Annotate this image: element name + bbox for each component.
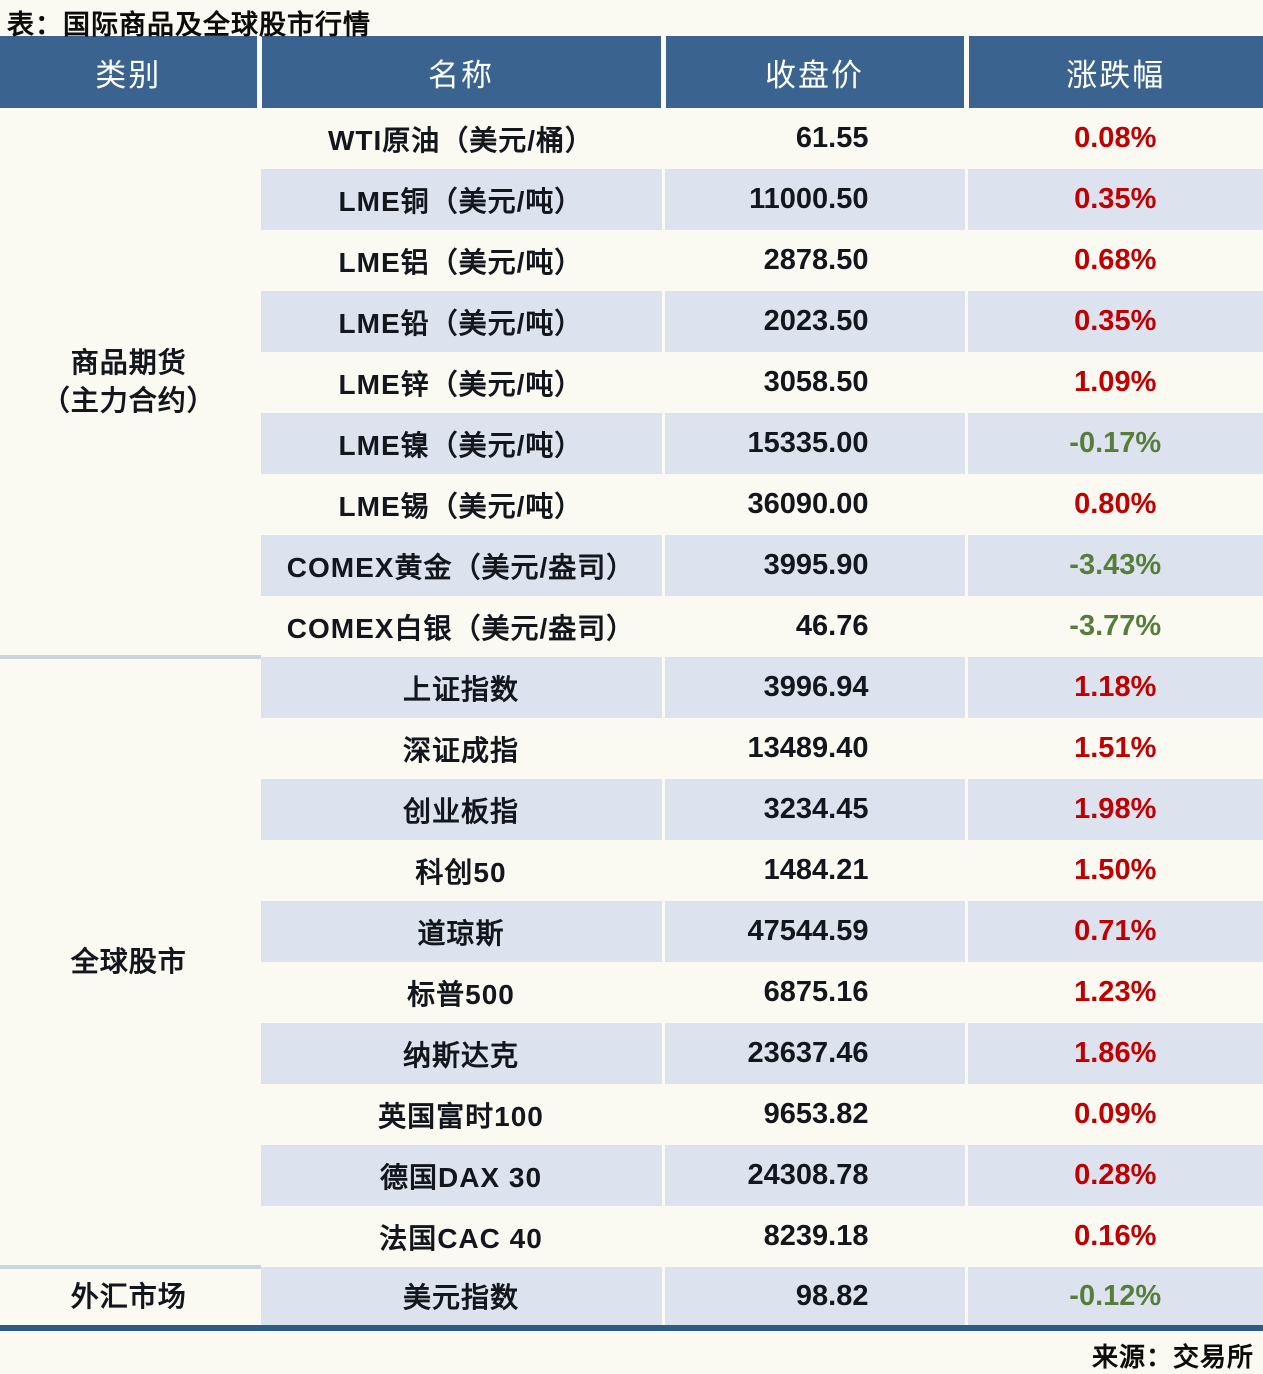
instrument-name: LME镍（美元/吨） [257, 413, 663, 474]
close-price: 24308.78 [661, 1145, 966, 1206]
change-percent: 0.08% [964, 108, 1263, 169]
header-change: 涨跌幅 [963, 36, 1263, 108]
close-price: 8239.18 [661, 1206, 966, 1267]
table-row: 英国富时100 9653.82 0.09% [0, 1084, 1263, 1145]
table-row: 创业板指 3234.45 1.98% [0, 779, 1263, 840]
close-price: 6875.16 [661, 962, 966, 1023]
instrument-name: 深证成指 [257, 718, 663, 779]
instrument-name: 道琼斯 [257, 901, 663, 962]
table-row: 深证成指 13489.40 1.51% [0, 718, 1263, 779]
change-percent: -0.12% [964, 1267, 1263, 1331]
header-name: 名称 [256, 36, 663, 108]
change-percent: 1.98% [964, 779, 1263, 840]
change-percent: 0.71% [964, 901, 1263, 962]
table-row: 德国DAX 30 24308.78 0.28% [0, 1145, 1263, 1206]
table-title: 表：国际商品及全球股市行情 [7, 10, 371, 40]
instrument-name: WTI原油（美元/桶） [257, 108, 663, 169]
close-price: 3234.45 [661, 779, 966, 840]
close-price: 13489.40 [661, 718, 966, 779]
instrument-name: LME锡（美元/吨） [257, 474, 663, 535]
header-close: 收盘价 [660, 36, 966, 108]
table-row: 标普500 6875.16 1.23% [0, 962, 1263, 1023]
close-price: 36090.00 [661, 474, 966, 535]
category-cell: 全球股市 [0, 657, 259, 1269]
change-percent: 1.51% [964, 718, 1263, 779]
close-price: 2878.50 [661, 230, 966, 291]
close-price: 23637.46 [661, 1023, 966, 1084]
header-row: 类别 名称 收盘价 涨跌幅 [0, 36, 1263, 108]
change-percent: 1.50% [964, 840, 1263, 901]
table-row: COMEX黄金（美元/盎司） 3995.90 -3.43% [0, 535, 1263, 596]
table-row: 商品期货 （主力合约） WTI原油（美元/桶） 61.55 0.08% [0, 108, 1263, 659]
instrument-name: LME锌（美元/吨） [257, 352, 663, 413]
close-price: 2023.50 [661, 291, 966, 352]
change-percent: 1.18% [964, 657, 1263, 718]
table-row: LME锌（美元/吨） 3058.50 1.09% [0, 352, 1263, 413]
instrument-name: 法国CAC 40 [257, 1206, 663, 1267]
close-price: 11000.50 [661, 169, 966, 230]
change-percent: 0.35% [964, 169, 1263, 230]
close-price: 3995.90 [661, 535, 966, 596]
instrument-name: 德国DAX 30 [257, 1145, 663, 1206]
change-percent: 0.16% [964, 1206, 1263, 1267]
close-price: 9653.82 [661, 1084, 966, 1145]
category-label: 外汇市场 [70, 1281, 187, 1313]
instrument-name: COMEX黄金（美元/盎司） [257, 535, 663, 596]
close-price: 15335.00 [661, 413, 966, 474]
change-percent: 0.28% [964, 1145, 1263, 1206]
close-price: 47544.59 [661, 901, 966, 962]
change-percent: 0.80% [964, 474, 1263, 535]
table-row: LME铜（美元/吨） 11000.50 0.35% [0, 169, 1263, 230]
instrument-name: 科创50 [257, 840, 663, 901]
table-row: 纳斯达克 23637.46 1.86% [0, 1023, 1263, 1084]
instrument-name: LME铝（美元/吨） [257, 230, 663, 291]
source-note: 来源：交易所 [1091, 1342, 1254, 1372]
table-row: 法国CAC 40 8239.18 0.16% [0, 1206, 1263, 1267]
table-row: LME镍（美元/吨） 15335.00 -0.17% [0, 413, 1263, 474]
instrument-name: 纳斯达克 [257, 1023, 663, 1084]
close-price: 46.76 [661, 596, 966, 657]
change-percent: 1.23% [964, 962, 1263, 1023]
instrument-name: 美元指数 [257, 1267, 663, 1331]
table-row: 全球股市 上证指数 3996.94 1.18% [0, 657, 1263, 1269]
category-label: （主力合约） [41, 384, 216, 416]
instrument-name: LME铜（美元/吨） [257, 169, 663, 230]
category-label: 全球股市 [70, 946, 187, 978]
change-percent: 1.86% [964, 1023, 1263, 1084]
instrument-name: LME铅（美元/吨） [257, 291, 663, 352]
change-percent: 0.09% [964, 1084, 1263, 1145]
category-cell: 外汇市场 [0, 1267, 259, 1331]
close-price: 3058.50 [661, 352, 966, 413]
table-row: COMEX白银（美元/盎司） 46.76 -3.77% [0, 596, 1263, 657]
close-price: 3996.94 [661, 657, 966, 718]
change-percent: 0.35% [964, 291, 1263, 352]
table-row: LME铝（美元/吨） 2878.50 0.68% [0, 230, 1263, 291]
change-percent: 0.68% [964, 230, 1263, 291]
close-price: 61.55 [661, 108, 966, 169]
close-price: 1484.21 [661, 840, 966, 901]
category-label: 商品期货 [70, 346, 187, 378]
table-row: LME锡（美元/吨） 36090.00 0.80% [0, 474, 1263, 535]
instrument-name: 上证指数 [257, 657, 663, 718]
change-percent: -0.17% [964, 413, 1263, 474]
instrument-name: 英国富时100 [257, 1084, 663, 1145]
change-percent: -3.43% [964, 535, 1263, 596]
category-cell: 商品期货 （主力合约） [0, 108, 259, 659]
close-price: 98.82 [661, 1267, 966, 1331]
market-table: 类别 名称 收盘价 涨跌幅 商品期货 （主力合约） WTI原油（美元/桶） 61.55… [0, 36, 1263, 1331]
table-row: 道琼斯 47544.59 0.71% [0, 901, 1263, 962]
instrument-name: 标普500 [257, 962, 663, 1023]
instrument-name: COMEX白银（美元/盎司） [257, 596, 663, 657]
table-row: 外汇市场 美元指数 98.82 -0.12% [0, 1267, 1263, 1331]
instrument-name: 创业板指 [257, 779, 663, 840]
table-row: 科创50 1484.21 1.50% [0, 840, 1263, 901]
table-row: LME铅（美元/吨） 2023.50 0.35% [0, 291, 1263, 352]
change-percent: 1.09% [964, 352, 1263, 413]
change-percent: -3.77% [964, 596, 1263, 657]
header-category: 类别 [0, 36, 259, 108]
